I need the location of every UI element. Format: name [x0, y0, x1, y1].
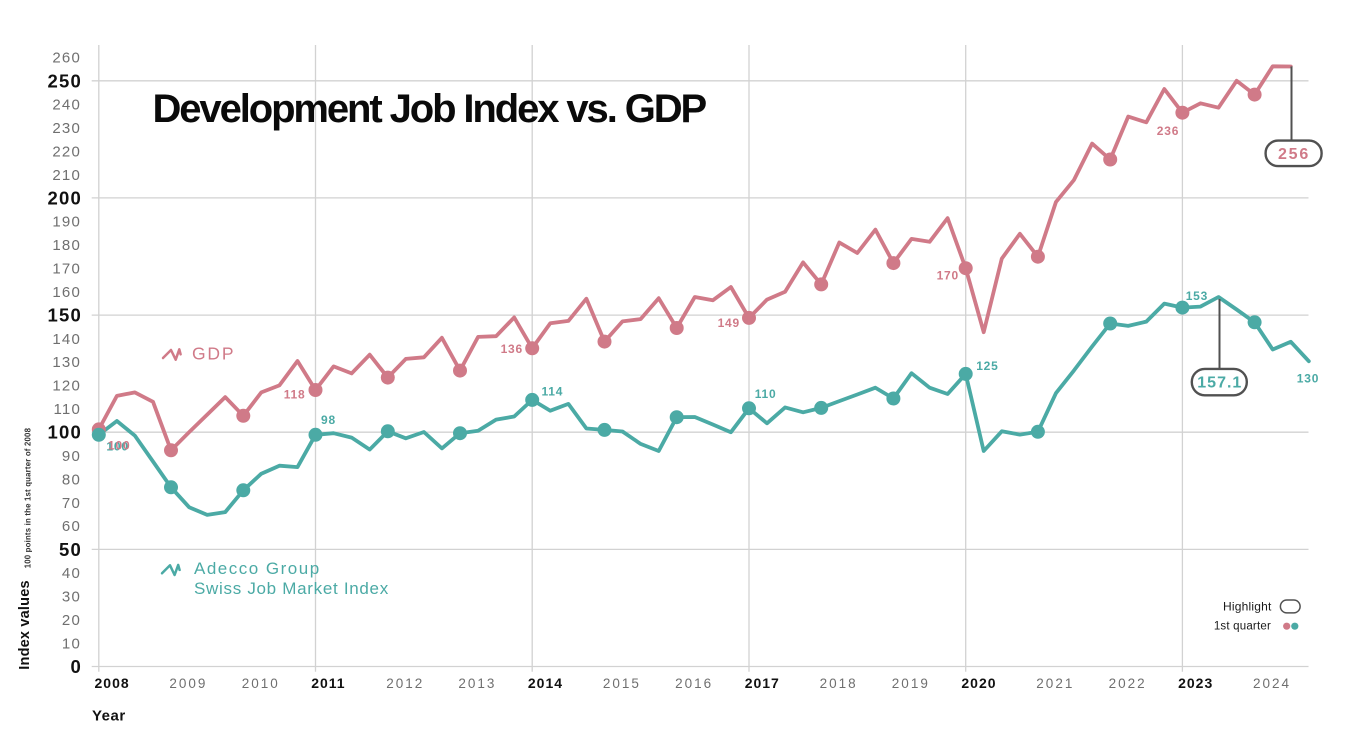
svg-text:60: 60 — [62, 518, 81, 535]
svg-text:220: 220 — [52, 143, 81, 160]
svg-text:160: 160 — [52, 284, 81, 301]
svg-text:100 points in the 1st quarter: 100 points in the 1st quarter of 2008 — [24, 427, 33, 568]
svg-text:80: 80 — [62, 471, 81, 488]
svg-text:30: 30 — [62, 589, 81, 606]
svg-text:150: 150 — [48, 305, 82, 326]
svg-text:2015: 2015 — [603, 676, 641, 691]
svg-text:2013: 2013 — [458, 676, 496, 691]
svg-text:250: 250 — [48, 70, 82, 91]
svg-text:70: 70 — [62, 495, 81, 512]
svg-text:2016: 2016 — [675, 676, 713, 691]
svg-text:130: 130 — [52, 354, 81, 371]
svg-text:10: 10 — [62, 635, 81, 652]
svg-text:Year: Year — [92, 708, 126, 725]
svg-text:2009: 2009 — [169, 676, 207, 691]
svg-text:149: 149 — [718, 316, 740, 330]
svg-text:2021: 2021 — [1036, 676, 1074, 691]
svg-text:Highlight: Highlight — [1223, 600, 1272, 614]
svg-text:2024: 2024 — [1253, 676, 1291, 691]
svg-text:200: 200 — [48, 187, 82, 208]
svg-text:110: 110 — [53, 401, 81, 418]
svg-text:118: 118 — [284, 387, 306, 401]
svg-text:2014: 2014 — [528, 675, 563, 691]
svg-text:50: 50 — [59, 539, 82, 560]
svg-text:260: 260 — [52, 50, 81, 67]
svg-text:190: 190 — [52, 214, 81, 231]
svg-text:2022: 2022 — [1109, 676, 1147, 691]
svg-text:210: 210 — [52, 167, 81, 184]
svg-text:Swiss Job Market Index: Swiss Job Market Index — [194, 579, 389, 598]
svg-text:140: 140 — [52, 331, 81, 348]
svg-text:0: 0 — [71, 656, 83, 677]
svg-text:170: 170 — [937, 268, 959, 282]
svg-text:40: 40 — [62, 565, 81, 582]
svg-text:2018: 2018 — [820, 676, 858, 691]
svg-text:110: 110 — [755, 387, 777, 401]
svg-text:98: 98 — [321, 413, 336, 427]
svg-text:2011: 2011 — [311, 675, 345, 691]
svg-text:136: 136 — [501, 342, 523, 356]
svg-text:90: 90 — [62, 448, 81, 465]
svg-text:236: 236 — [1157, 124, 1179, 138]
svg-text:2012: 2012 — [386, 676, 424, 691]
svg-text:114: 114 — [542, 384, 564, 398]
svg-text:2008: 2008 — [95, 675, 130, 691]
svg-text:230: 230 — [52, 120, 81, 137]
svg-text:125: 125 — [976, 359, 998, 373]
svg-text:256: 256 — [1278, 146, 1310, 163]
svg-text:170: 170 — [52, 261, 81, 278]
svg-text:130: 130 — [1297, 372, 1319, 386]
svg-text:Adecco Group: Adecco Group — [194, 559, 321, 578]
svg-text:1st quarter: 1st quarter — [1214, 620, 1271, 632]
svg-text:20: 20 — [62, 612, 81, 629]
svg-text:157.1: 157.1 — [1197, 375, 1242, 392]
svg-text:100: 100 — [106, 440, 128, 454]
svg-text:100: 100 — [108, 438, 130, 452]
svg-text:100: 100 — [48, 422, 82, 443]
svg-text:240: 240 — [52, 97, 81, 114]
svg-text:GDP: GDP — [192, 344, 235, 364]
svg-text:2020: 2020 — [961, 675, 996, 691]
svg-text:2023: 2023 — [1178, 675, 1213, 691]
svg-text:Index values: Index values — [17, 580, 33, 669]
svg-text:180: 180 — [52, 237, 81, 254]
svg-text:153: 153 — [1186, 289, 1208, 303]
svg-text:120: 120 — [52, 378, 81, 395]
svg-text:2017: 2017 — [745, 675, 780, 691]
svg-text:2010: 2010 — [242, 676, 280, 691]
svg-text:2019: 2019 — [892, 676, 930, 691]
svg-text:Development Job Index vs. GDP: Development Job Index vs. GDP — [153, 87, 707, 131]
